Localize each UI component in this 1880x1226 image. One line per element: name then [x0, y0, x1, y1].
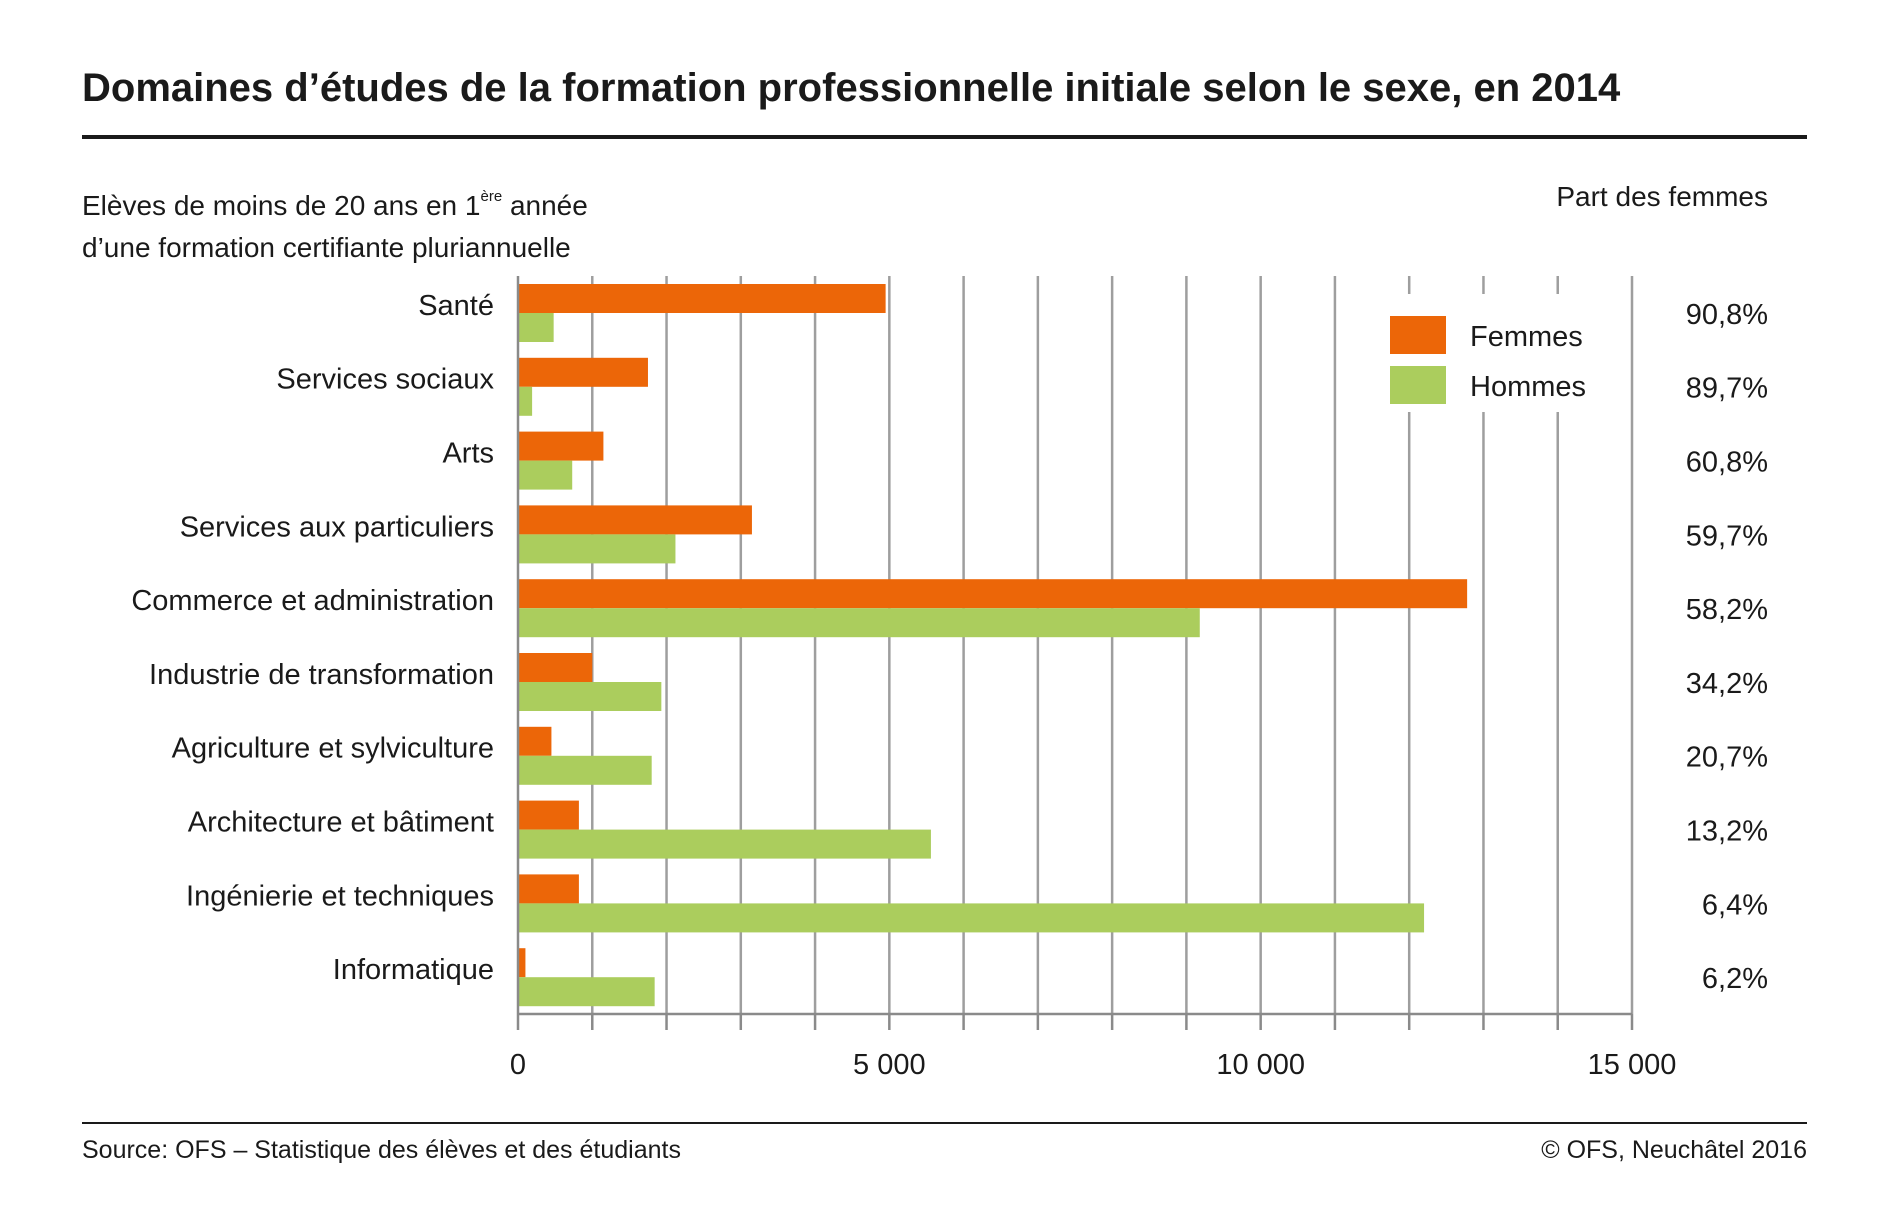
category-label: Ingénierie et techniques: [186, 880, 494, 912]
legend-label-femmes: Femmes: [1470, 321, 1583, 353]
source-note: Source: OFS – Statistique des élèves et …: [82, 1136, 681, 1164]
bar-hommes-5: [518, 608, 1200, 638]
category-label: Industrie de transformation: [149, 659, 494, 691]
share-women-value: 34,2%: [1686, 668, 1768, 700]
category-label: Services sociaux: [276, 364, 494, 396]
bar-hommes-4: [518, 534, 676, 564]
category-label: Services aux particuliers: [180, 511, 494, 543]
bar-femmes-9: [518, 874, 579, 904]
share-women-value: 89,7%: [1686, 373, 1768, 405]
bar-hommes-1: [518, 313, 554, 342]
legend-swatch-hommes: [1390, 366, 1446, 404]
category-label: Agriculture et sylviculture: [172, 733, 494, 765]
category-label: Arts: [442, 437, 494, 469]
legend-swatch-femmes: [1390, 316, 1446, 354]
bar-hommes-8: [518, 829, 931, 859]
share-women-header: Part des femmes: [1556, 181, 1768, 212]
share-women-value: 6,2%: [1702, 963, 1768, 995]
bars: [518, 284, 1468, 1007]
share-women-value: 90,8%: [1686, 299, 1768, 331]
share-women-value: 13,2%: [1686, 816, 1768, 848]
bar-hommes-3: [518, 460, 573, 490]
bar-hommes-7: [518, 755, 652, 785]
legend: Femmes Hommes: [1378, 294, 1614, 412]
share-women-value: 20,7%: [1686, 742, 1768, 774]
share-women-value: 60,8%: [1686, 447, 1768, 479]
share-women-value: 59,7%: [1686, 520, 1768, 552]
category-labels: Santé Services sociaux Arts Services aux pa…: [131, 290, 494, 986]
subtitle-superscript: ère: [480, 188, 503, 205]
bar-hommes-2: [518, 386, 533, 416]
subtitle-line2: d’une formation certifiante pluriannuell…: [82, 232, 571, 263]
bar-femmes-2: [518, 357, 648, 387]
x-axis: 0 5 000 10 000 15 000: [510, 276, 1676, 1081]
bar-femmes-8: [518, 800, 579, 830]
bar-femmes-10: [518, 948, 526, 978]
footer-rule: [82, 1122, 1807, 1124]
legend-label-hommes: Hommes: [1470, 371, 1586, 403]
x-tick-label: 5 000: [853, 1049, 926, 1081]
title-rule: [82, 135, 1807, 139]
x-tick-label: 10 000: [1216, 1049, 1305, 1081]
subtitle-line1-start: Elèves de moins de 20 ans en 1: [82, 190, 481, 221]
bar-femmes-3: [518, 431, 604, 461]
share-women-value: 58,2%: [1686, 594, 1768, 626]
bar-hommes-10: [518, 977, 655, 1007]
subtitle-line1-end: année: [502, 190, 588, 221]
x-tick-label: 0: [510, 1049, 526, 1081]
category-label: Santé: [418, 290, 494, 322]
bar-hommes-9: [518, 903, 1425, 933]
bar-femmes-6: [518, 653, 593, 682]
category-label: Informatique: [333, 954, 494, 986]
bar-femmes-7: [518, 726, 552, 756]
copyright-note: © OFS, Neuchâtel 2016: [1541, 1136, 1807, 1164]
bar-hommes-6: [518, 682, 662, 711]
x-tick-label: 15 000: [1588, 1049, 1677, 1081]
bar-femmes-4: [518, 505, 752, 535]
bar-femmes-5: [518, 579, 1468, 609]
category-label: Architecture et bâtiment: [188, 806, 494, 838]
chart-title: Domaines d’études de la formation profes…: [82, 66, 1621, 110]
bar-femmes-1: [518, 284, 886, 313]
share-women-values: 90,8% 89,7% 60,8% 59,7% 58,2% 34,2% 20,7% 13,2%…: [1686, 299, 1768, 995]
share-women-value: 6,4%: [1702, 889, 1768, 921]
chart-subtitle: Elèves de moins de 20 ans en 1ère année …: [82, 176, 588, 269]
category-label: Commerce et administration: [131, 585, 494, 617]
